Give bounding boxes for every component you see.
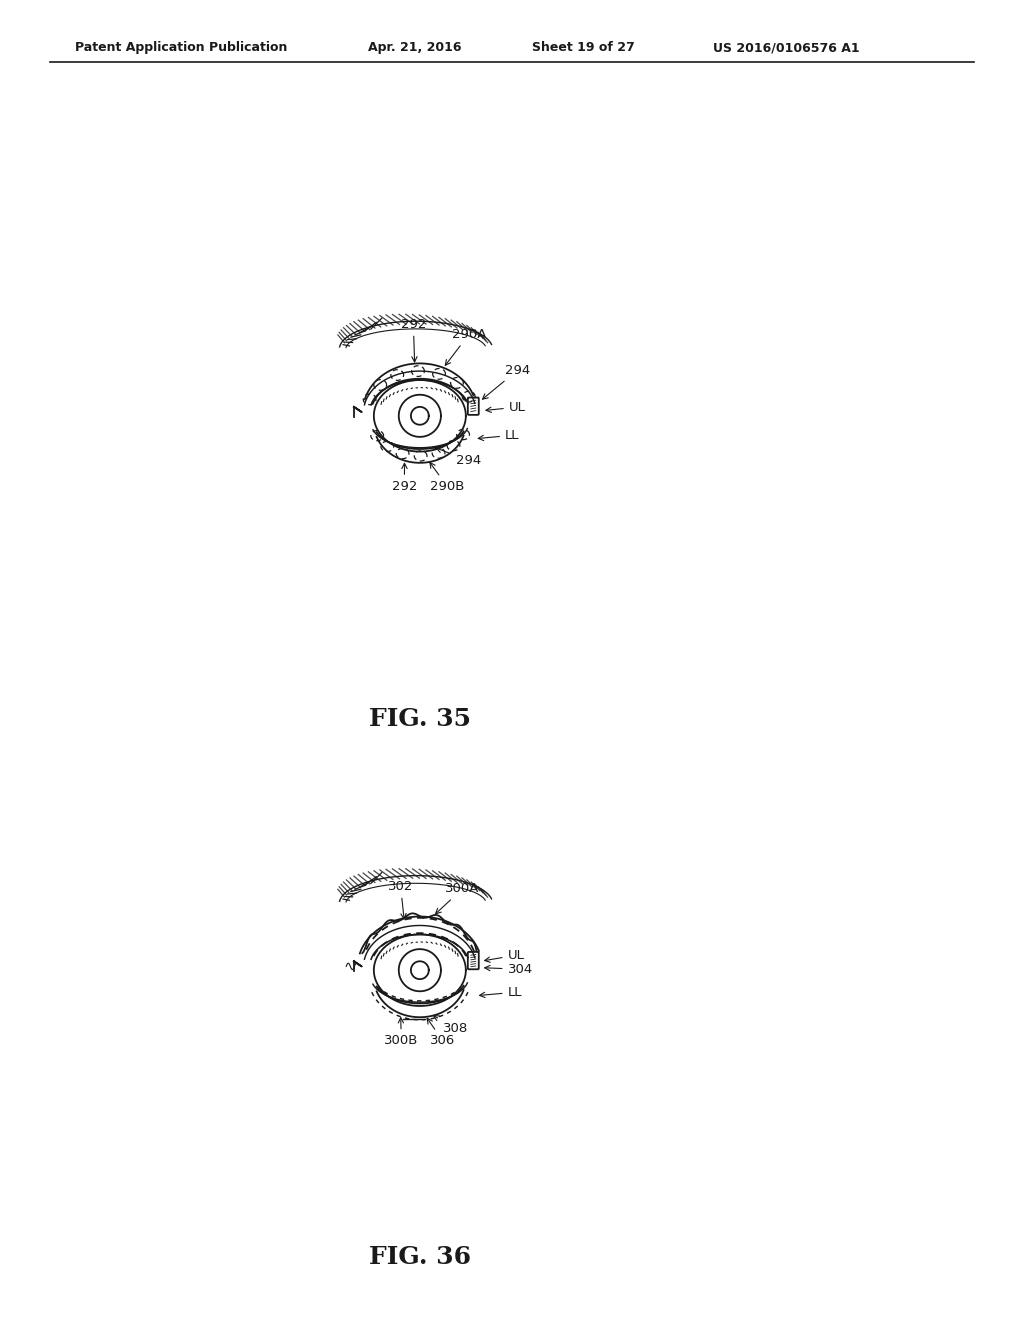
Text: 290A: 290A bbox=[445, 327, 486, 366]
Text: 294: 294 bbox=[482, 363, 530, 399]
Text: UL: UL bbox=[484, 949, 524, 962]
Text: Sheet 19 of 27: Sheet 19 of 27 bbox=[532, 41, 635, 54]
Text: UL: UL bbox=[486, 401, 525, 413]
Text: 292: 292 bbox=[392, 463, 417, 492]
Text: 294: 294 bbox=[436, 447, 481, 467]
Text: 304: 304 bbox=[484, 962, 532, 975]
Polygon shape bbox=[411, 961, 429, 979]
Text: 290B: 290B bbox=[430, 462, 465, 492]
Text: FIG. 36: FIG. 36 bbox=[369, 1245, 471, 1269]
Text: 308: 308 bbox=[433, 1015, 468, 1035]
Text: FIG. 35: FIG. 35 bbox=[369, 708, 471, 731]
FancyBboxPatch shape bbox=[468, 397, 479, 414]
Polygon shape bbox=[411, 407, 429, 425]
Text: 300A: 300A bbox=[435, 882, 480, 913]
FancyBboxPatch shape bbox=[468, 952, 479, 969]
Text: Apr. 21, 2016: Apr. 21, 2016 bbox=[368, 41, 462, 54]
Text: 302: 302 bbox=[388, 879, 414, 919]
Text: LL: LL bbox=[478, 429, 519, 442]
Text: LL: LL bbox=[479, 986, 522, 999]
Text: 306: 306 bbox=[427, 1018, 456, 1047]
Text: 292: 292 bbox=[400, 318, 426, 362]
Text: US 2016/0106576 A1: US 2016/0106576 A1 bbox=[713, 41, 859, 54]
Text: Patent Application Publication: Patent Application Publication bbox=[75, 41, 288, 54]
Text: 300B: 300B bbox=[384, 1018, 419, 1047]
